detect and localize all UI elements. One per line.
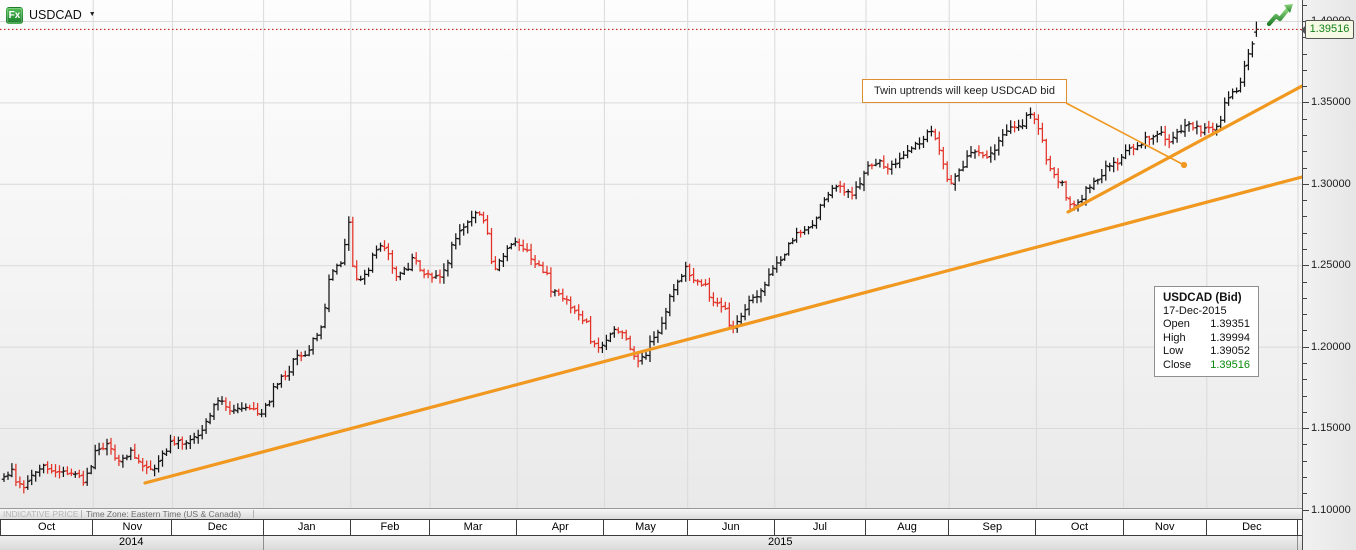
month-cell: Dec xyxy=(1206,520,1298,535)
ohlc-chart[interactable] xyxy=(0,0,1302,508)
price-tick xyxy=(1303,362,1307,364)
price-tick-label: 1.25000 xyxy=(1311,259,1351,272)
price-tick xyxy=(1303,248,1307,250)
month-cell: Nov xyxy=(1123,520,1207,535)
chevron-down-icon[interactable]: ▼ xyxy=(88,11,96,18)
annotation-callout[interactable]: Twin uptrends will keep USDCAD bid xyxy=(862,79,1067,103)
high-label: High xyxy=(1163,331,1186,344)
month-cell: Feb xyxy=(350,520,431,535)
price-tick xyxy=(1303,460,1307,462)
gridlines xyxy=(0,0,1302,508)
price-tick xyxy=(1303,493,1307,495)
price-tick xyxy=(1303,4,1307,6)
ohlc-bars-down xyxy=(13,112,1216,494)
month-cell: Jun xyxy=(687,520,775,535)
indicative-price-label: INDICATIVE PRICE xyxy=(3,509,79,519)
price-tick xyxy=(1303,428,1309,429)
trend-up-arrow-icon xyxy=(1266,4,1293,27)
price-tick xyxy=(1303,330,1307,332)
price-tick xyxy=(1303,102,1309,104)
year-cell: 2014 xyxy=(0,536,264,550)
price-tick xyxy=(1303,69,1307,71)
price-tick xyxy=(1303,314,1307,316)
month-cell: May xyxy=(604,520,688,535)
annotation-text: Twin uptrends will keep USDCAD bid xyxy=(874,85,1055,97)
price-tick xyxy=(1303,265,1309,267)
month-cell: Jan xyxy=(263,520,351,535)
price-tick xyxy=(1303,476,1307,478)
price-tick-label: 1.20000 xyxy=(1311,340,1351,353)
status-divider xyxy=(81,510,82,518)
status-bar: INDICATIVE PRICE Time Zone: Eastern Time… xyxy=(0,508,1302,519)
close-label: Close xyxy=(1163,358,1192,371)
price-chart-canvas[interactable]: Fx USDCAD ▼ Twin uptrends will keep USDC… xyxy=(0,0,1302,508)
price-tick xyxy=(1303,86,1307,88)
price-tick xyxy=(1303,379,1307,381)
price-tick xyxy=(1303,183,1309,185)
price-tick xyxy=(1303,167,1307,169)
lower-uptrend-line[interactable] xyxy=(143,175,1302,485)
month-cell: Oct xyxy=(0,520,94,535)
price-tick-label: 1.15000 xyxy=(1311,422,1351,434)
price-tick xyxy=(1303,297,1307,299)
month-cell: Aug xyxy=(866,520,950,535)
month-cell: Apr xyxy=(517,520,605,535)
open-value: 1.39351 xyxy=(1210,318,1250,330)
price-tick-label: 1.35000 xyxy=(1311,96,1351,109)
high-value: 1.39994 xyxy=(1210,331,1250,344)
upper-uptrend-line[interactable] xyxy=(1066,84,1302,214)
quote-tooltip: USDCAD (Bid) 17-Dec-2015 Open 1.39351 Hi… xyxy=(1154,286,1259,377)
month-cell: Jul xyxy=(774,520,866,535)
price-tick xyxy=(1303,53,1307,55)
price-tick xyxy=(1303,151,1307,153)
symbol-label: USDCAD xyxy=(29,8,82,22)
price-axis[interactable]: 1.10000 1.15000 1.20000 1.25000 1.30000 1.350… xyxy=(1301,0,1356,550)
low-label: Low xyxy=(1163,345,1184,357)
open-label: Open xyxy=(1163,318,1190,330)
low-value: 1.39052 xyxy=(1210,345,1250,357)
month-cell: Mar xyxy=(430,520,518,535)
last-price-marker: 1.39516 xyxy=(1301,19,1354,39)
time-axis-years[interactable]: 2014 2015 xyxy=(0,536,1302,550)
tooltip-open-row: Open 1.39351 xyxy=(1163,318,1250,332)
ohlc-bars-up xyxy=(1,21,1259,490)
tooltip-date: 17-Dec-2015 xyxy=(1163,305,1227,317)
fx-instrument-icon: Fx xyxy=(6,6,23,24)
month-cell: Dec xyxy=(172,520,264,535)
price-tick xyxy=(1303,232,1307,234)
price-tick xyxy=(1303,509,1309,511)
status-divider xyxy=(253,510,254,518)
price-tick-label: 1.10000 xyxy=(1311,503,1351,516)
month-cell: Nov xyxy=(93,520,173,535)
price-tick xyxy=(1303,444,1307,446)
price-tick xyxy=(1303,346,1309,348)
last-price-value: 1.39516 xyxy=(1309,22,1350,35)
month-cell: Oct xyxy=(1036,520,1124,535)
price-tick xyxy=(1303,135,1307,136)
price-tick xyxy=(1303,200,1307,202)
tooltip-high-row: High 1.39994 xyxy=(1163,332,1250,346)
tooltip-title: USDCAD (Bid) xyxy=(1163,292,1242,304)
annotation-arrow[interactable] xyxy=(1065,102,1185,166)
tooltip-close-row: Close 1.39516 xyxy=(1163,359,1250,373)
annotation-arrow-dot xyxy=(1180,161,1188,169)
price-tick xyxy=(1303,216,1307,218)
price-tick xyxy=(1303,395,1307,397)
month-cell: Sep xyxy=(949,520,1037,535)
price-tick-label: 1.30000 xyxy=(1311,177,1351,190)
year-cell: 2015 xyxy=(264,536,1298,550)
price-tick xyxy=(1303,118,1307,120)
close-value: 1.39516 xyxy=(1210,358,1250,371)
symbol-selector[interactable]: Fx USDCAD ▼ xyxy=(6,5,96,25)
price-tick xyxy=(1303,411,1307,413)
price-tick xyxy=(1303,281,1307,283)
time-axis-months[interactable]: Oct Nov Dec Jan Feb Mar Apr May Jun Jul Aug Sep Oct N… xyxy=(0,519,1302,536)
timezone-label: Time Zone: Eastern Time (US & Canada) xyxy=(86,509,242,519)
tooltip-low-row: Low 1.39052 xyxy=(1163,345,1250,359)
